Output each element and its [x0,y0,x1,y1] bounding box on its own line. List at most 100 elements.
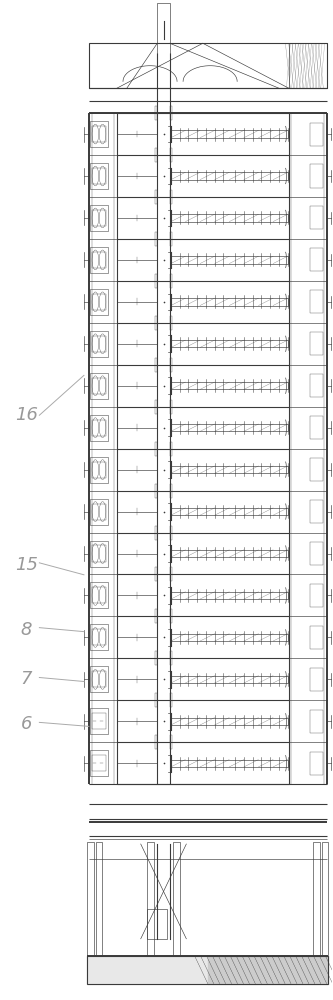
Bar [310,626,323,649]
Bar [171,550,288,557]
Bar [170,567,172,581]
Bar [92,587,107,603]
Bar [170,400,172,414]
Bar [155,358,157,372]
Bar [170,316,172,330]
Bar [92,671,107,687]
Bar [155,693,157,707]
Bar [170,442,172,456]
Bar [155,148,157,162]
Bar [171,172,288,180]
Bar [90,373,108,399]
Bar [155,442,157,456]
Text: 15: 15 [15,556,38,574]
Bar [90,163,108,189]
Bar [92,294,107,310]
Bar [89,43,327,88]
Bar [90,582,108,608]
Bar [92,168,107,184]
Bar [90,708,108,734]
Bar [310,458,323,481]
Bar [310,416,323,439]
Bar [310,206,323,229]
Bar [310,123,323,146]
Bar [310,668,323,691]
Bar [310,752,323,775]
Bar [90,666,108,692]
Bar [310,374,323,397]
Bar [90,499,108,525]
Text: 6: 6 [20,715,32,733]
Bar [155,106,157,120]
Bar [313,842,320,956]
Bar [92,378,107,394]
Bar [310,584,323,607]
Bar [310,500,323,523]
Text: 8: 8 [20,621,32,639]
Bar [92,336,107,352]
Bar [170,148,172,162]
Bar [157,3,170,88]
Bar [170,526,172,540]
Bar [90,289,108,315]
Bar [96,842,102,956]
Bar [310,248,323,271]
Bar [171,718,288,725]
Bar [92,462,107,478]
Bar [310,542,323,565]
Bar [170,274,172,288]
Bar [92,252,107,268]
Bar [155,484,157,498]
Bar [92,504,107,520]
Bar [155,609,157,623]
Bar [171,676,288,683]
Bar [155,274,157,288]
Bar [170,609,172,623]
Bar [289,43,327,88]
Bar [92,713,107,729]
Bar [155,526,157,540]
Bar [92,126,107,142]
Bar [90,624,108,650]
Bar [92,420,107,436]
Bar [155,190,157,204]
Bar [155,316,157,330]
Bar [92,629,107,645]
Bar [170,735,172,749]
Bar [171,508,288,515]
Bar [310,164,323,188]
Bar [155,735,157,749]
Bar [170,651,172,665]
Bar [171,298,288,306]
Bar [171,130,288,138]
Bar [90,121,108,147]
Text: 7: 7 [20,671,32,689]
Bar [322,842,328,956]
Bar [171,424,288,431]
Bar [87,842,94,956]
Bar [310,710,323,733]
Bar [170,232,172,246]
Bar [147,842,154,956]
Bar [171,592,288,599]
Bar [173,842,180,956]
Bar [90,205,108,231]
Bar [170,106,172,120]
Bar [87,956,328,984]
Bar [92,755,107,771]
Bar [90,750,108,776]
Bar [171,214,288,222]
Bar [171,634,288,641]
Bar [170,484,172,498]
Bar [155,232,157,246]
Bar [171,760,288,767]
Bar [170,190,172,204]
Text: 16: 16 [15,406,38,424]
Bar [310,332,323,355]
Bar [171,382,288,389]
Bar [147,909,167,939]
Bar [170,358,172,372]
Bar [90,457,108,483]
Bar [155,567,157,581]
Bar [155,400,157,414]
